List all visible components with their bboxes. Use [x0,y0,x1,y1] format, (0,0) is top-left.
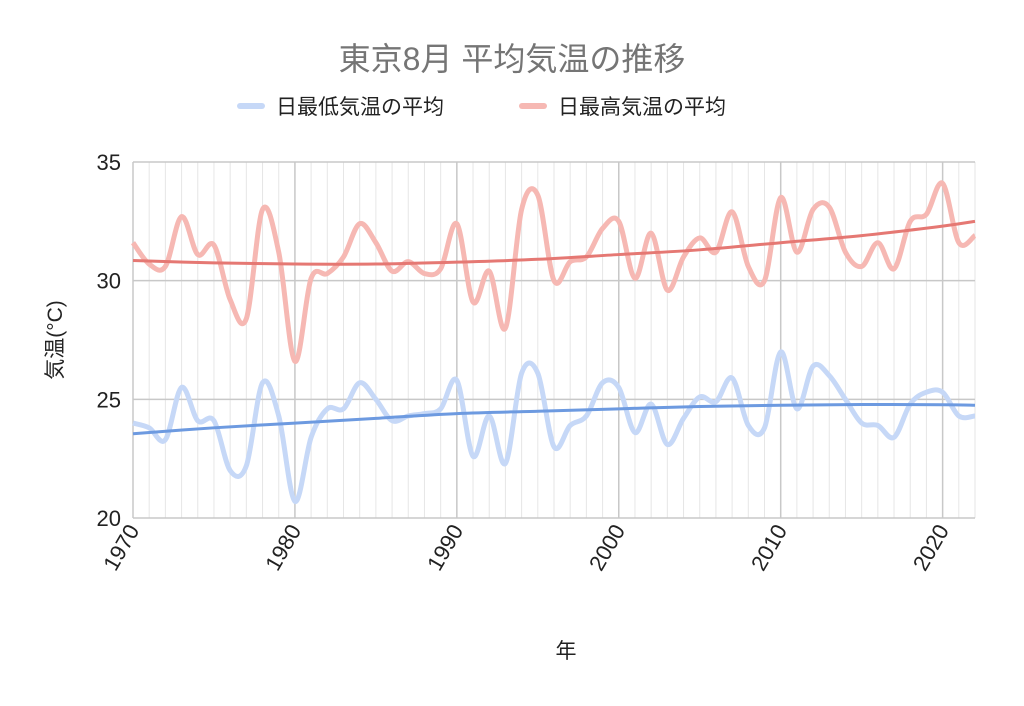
x-tick-label: 1980 [260,520,306,575]
chart-title: 東京8月 平均気温の推移 [339,41,686,77]
y-tick-label: 25 [97,387,121,412]
y-tick-label: 35 [97,150,121,175]
legend-label: 日最高気温の平均 [558,96,726,119]
series-line [130,180,977,364]
x-tick-label: 2010 [746,520,792,575]
y-tick-label: 30 [97,269,121,294]
series-line [132,349,976,504]
trend-line [132,219,976,266]
x-tick-label: 1990 [422,520,468,575]
x-axis-label: 年 [556,640,577,663]
y-tick-label: 20 [97,506,121,531]
legend-label: 日最低気温の平均 [276,96,444,119]
trend-line [132,403,976,436]
x-tick-label: 2020 [908,520,954,575]
x-tick-label: 2000 [584,520,630,575]
y-axis-label: 気温(°C) [44,300,67,380]
